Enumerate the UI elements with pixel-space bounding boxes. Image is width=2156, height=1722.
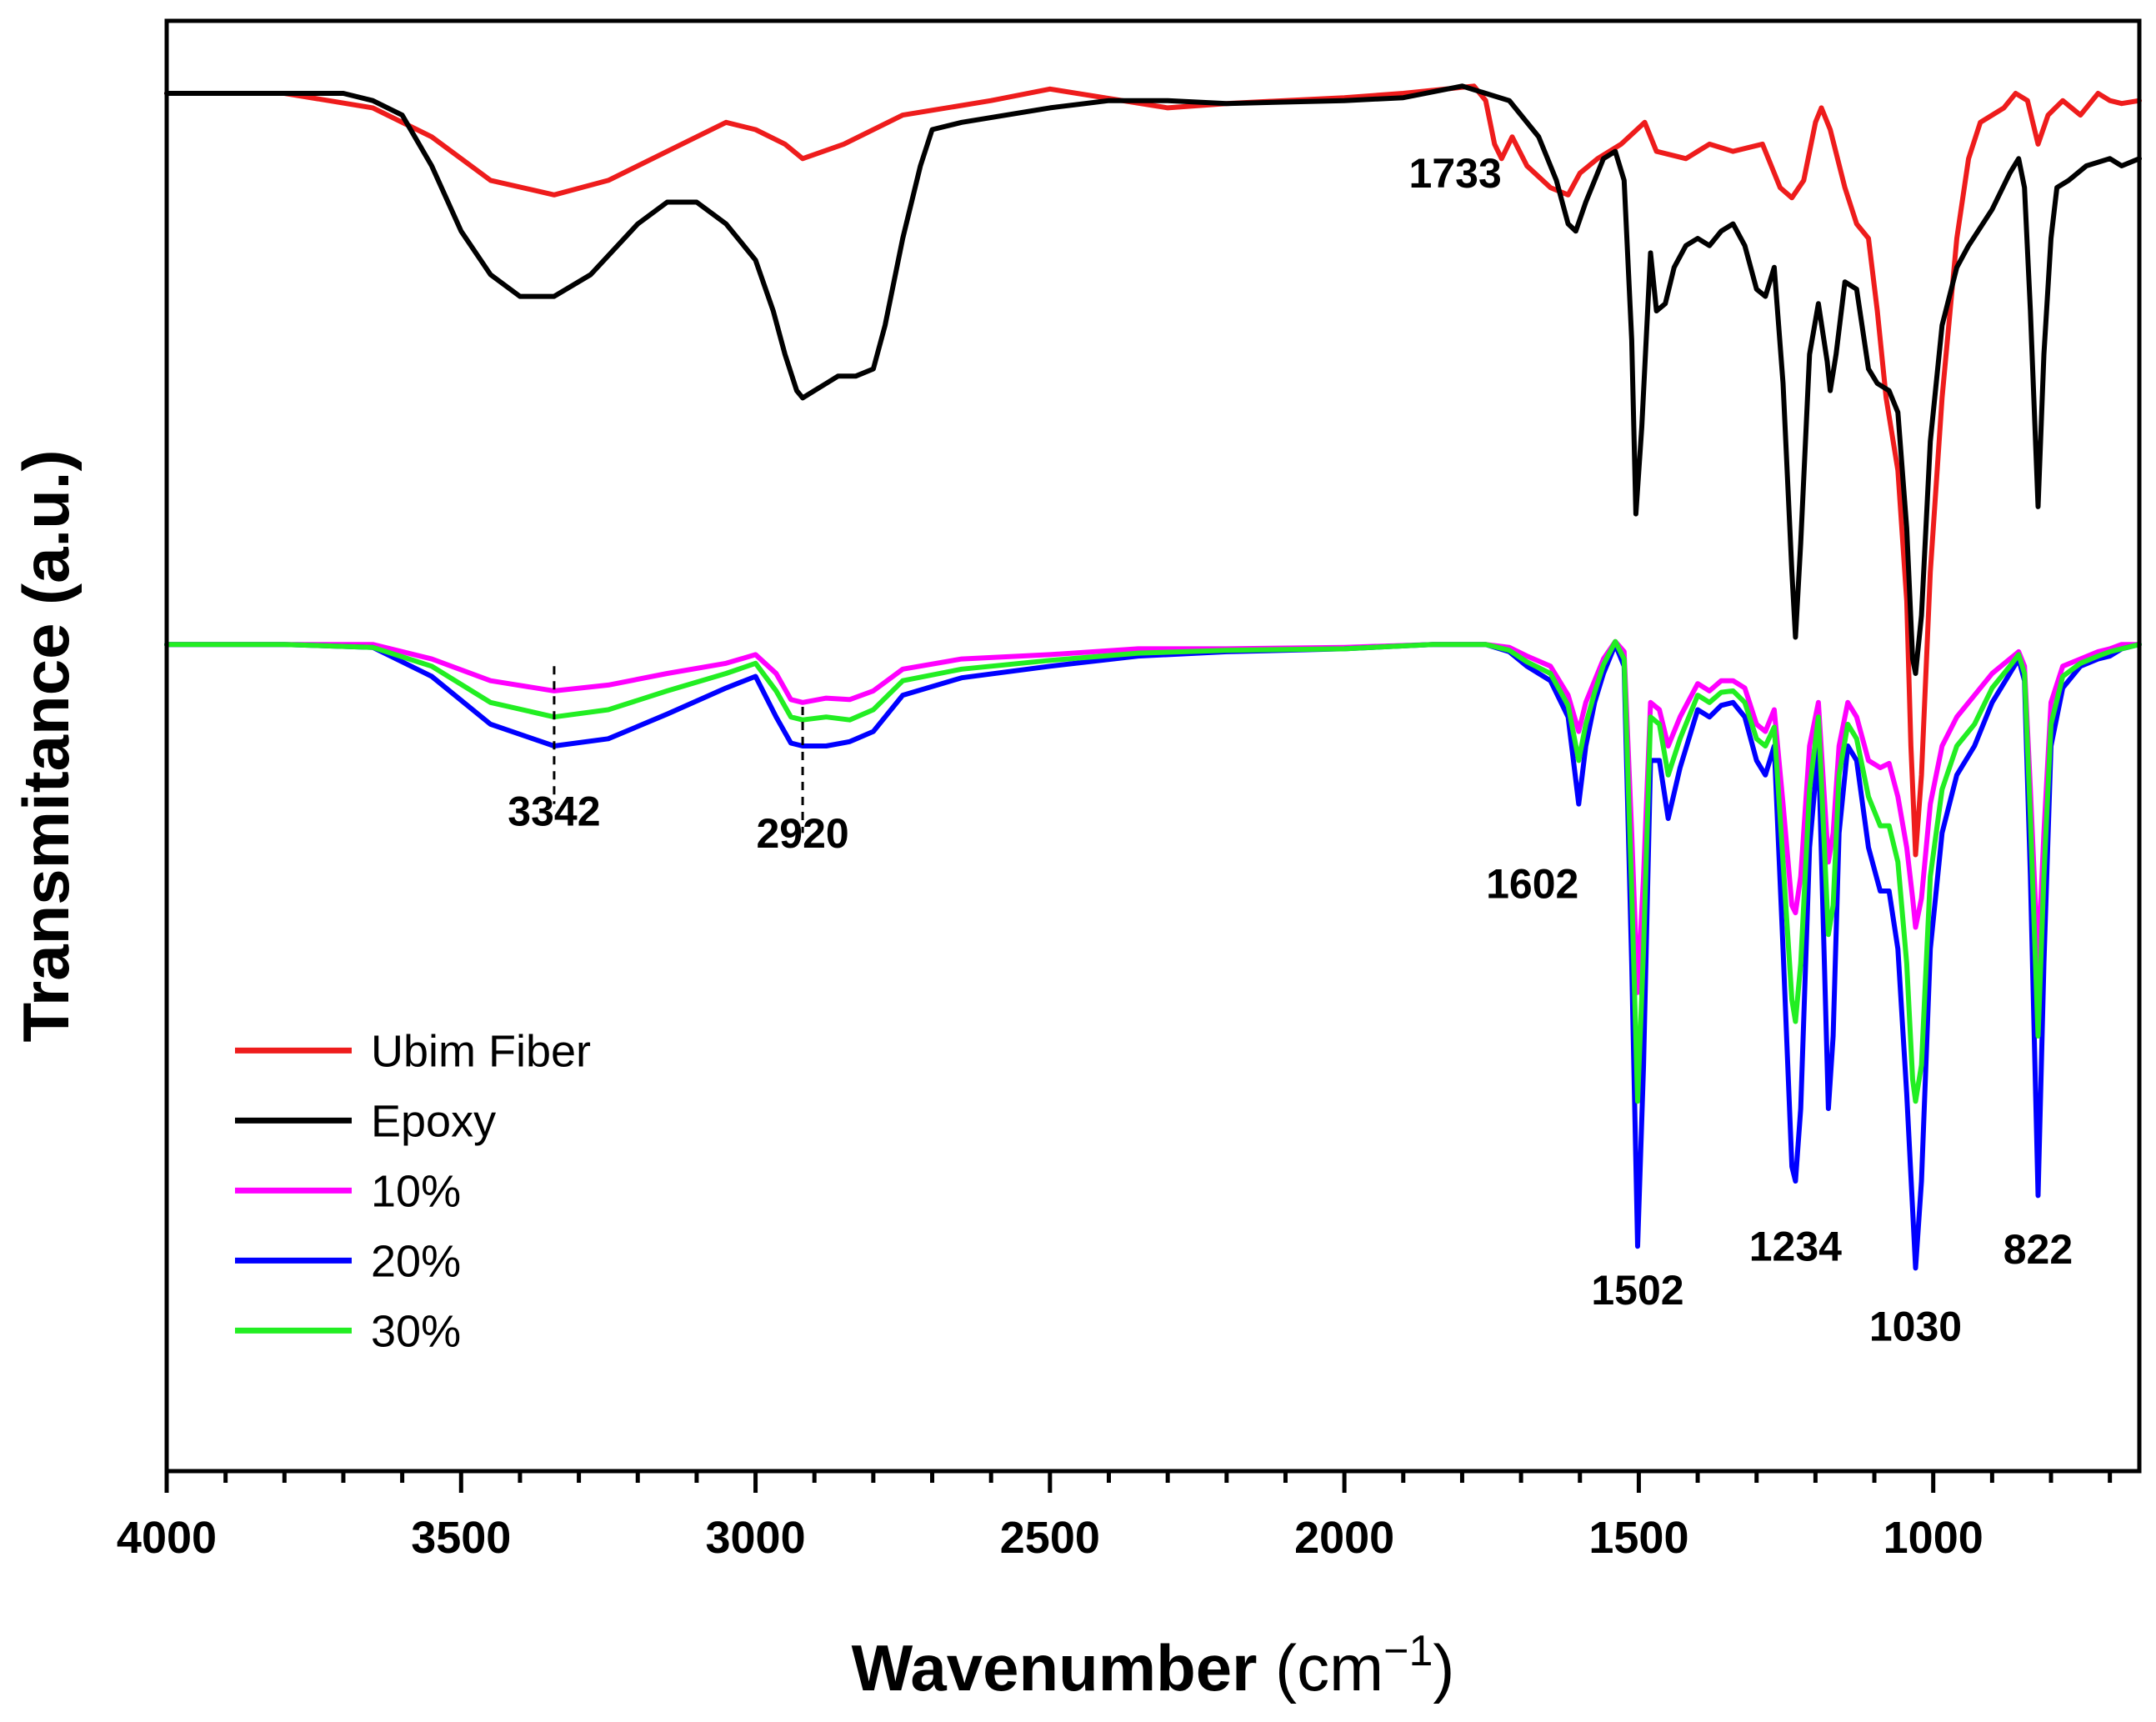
peak-label: 2920 bbox=[756, 810, 848, 857]
x-axis-ticks: 4000 3500 3000 2500 2000 1500 1000 bbox=[117, 1471, 2113, 1563]
series-line-30- bbox=[164, 638, 2142, 1104]
x-axis-title-unit: (cm bbox=[1275, 1631, 1383, 1704]
x-tick-label: 2500 bbox=[1000, 1513, 1100, 1563]
series-layer bbox=[164, 83, 2142, 1271]
peak-label: 822 bbox=[2003, 1226, 2073, 1273]
x-axis-title-main: Wavenumber bbox=[852, 1631, 1258, 1704]
legend-label: Ubim Fiber bbox=[371, 1026, 591, 1076]
x-tick-label: 4000 bbox=[117, 1513, 217, 1563]
peak-label: 1030 bbox=[1869, 1303, 1962, 1349]
marker-lines bbox=[553, 666, 804, 833]
x-tick-label: 3000 bbox=[705, 1513, 805, 1563]
x-tick-label: 2000 bbox=[1294, 1513, 1394, 1563]
peak-label: 1234 bbox=[1749, 1224, 1842, 1270]
legend-label: 30% bbox=[371, 1306, 461, 1356]
x-axis-title-close: ) bbox=[1433, 1631, 1454, 1704]
legend: Ubim Fiber Epoxy 10% 20% 30% bbox=[235, 1026, 591, 1356]
x-tick-label: 1500 bbox=[1588, 1513, 1688, 1563]
peak-annotations: 1733 3342 2920 1602 1502 1234 1030 822 bbox=[508, 150, 2073, 1349]
y-axis-title: Transmitance (a.u.) bbox=[9, 450, 83, 1043]
x-tick-label: 1000 bbox=[1883, 1513, 1983, 1563]
series-line-20- bbox=[164, 642, 2142, 1271]
peak-label: 1502 bbox=[1591, 1267, 1683, 1314]
series-line-10- bbox=[164, 638, 2142, 995]
legend-label: Epoxy bbox=[371, 1096, 496, 1146]
x-axis-title: Wavenumber (cm−1) bbox=[852, 1627, 1455, 1704]
legend-label: 10% bbox=[371, 1166, 461, 1216]
x-tick-label: 3500 bbox=[411, 1513, 511, 1563]
x-axis-title-sup: −1 bbox=[1383, 1627, 1433, 1675]
peak-label: 1733 bbox=[1409, 150, 1502, 197]
peak-label: 1602 bbox=[1486, 861, 1578, 908]
plot-frame bbox=[164, 18, 2142, 1474]
peak-label: 3342 bbox=[508, 788, 600, 835]
series-line-ubim-fiber bbox=[164, 83, 2142, 858]
series-line-epoxy bbox=[164, 83, 2142, 676]
legend-label: 20% bbox=[371, 1236, 461, 1286]
